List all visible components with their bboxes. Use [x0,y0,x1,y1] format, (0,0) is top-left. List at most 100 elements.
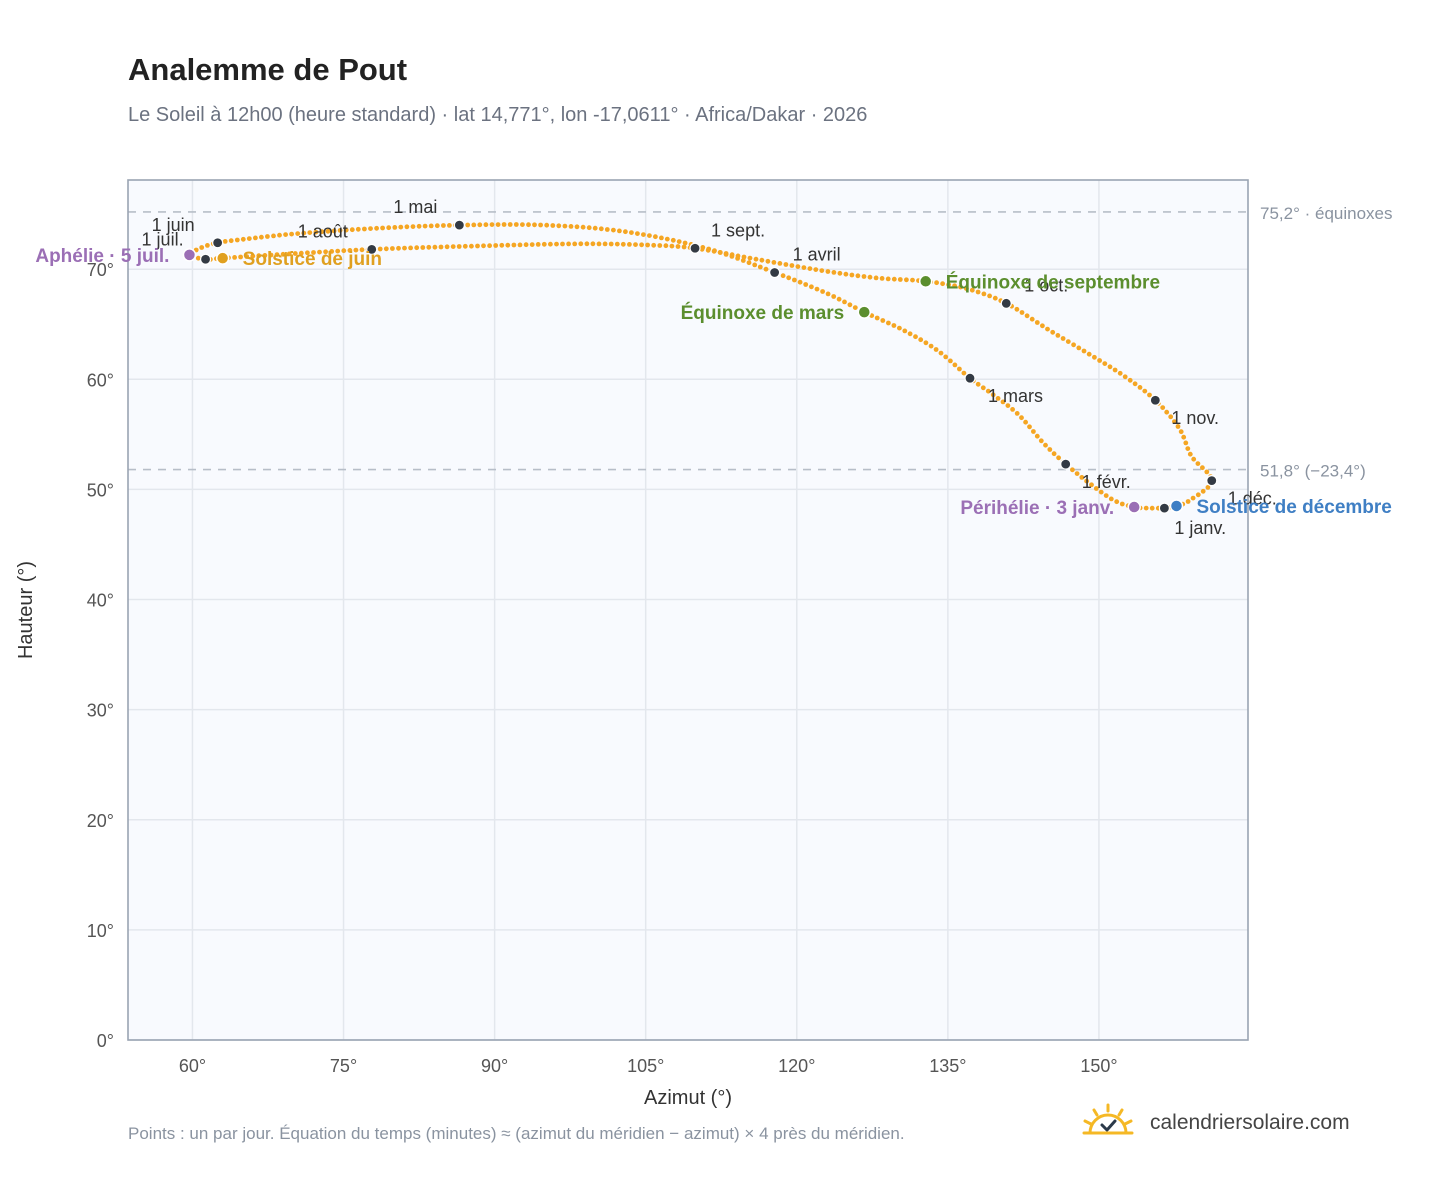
daily-point [1117,370,1123,376]
month-label: 1 sept. [711,220,765,240]
daily-point [874,315,880,321]
daily-point [471,222,477,228]
daily-point [1055,333,1061,338]
event-label: Solstice de décembre [1196,497,1391,518]
daily-point [855,273,861,279]
daily-point [825,269,831,274]
x-tick-label: 105° [627,1056,664,1076]
daily-point [933,347,939,352]
daily-point [723,251,729,256]
daily-point [886,320,891,326]
daily-point [420,245,426,250]
daily-point [847,302,853,308]
daily-point [975,289,981,295]
daily-point [820,289,825,294]
y-tick-label: 10° [87,921,114,941]
footnote: Points : un par jour. Équation du temps … [128,1124,905,1143]
month-label: 1 mai [393,197,437,217]
daily-point [1205,485,1211,490]
sun-check-icon [1082,1103,1134,1135]
daily-point [592,225,598,231]
daily-point [676,239,682,245]
daily-point [1027,424,1032,430]
daily-point [329,249,335,254]
daily-point [653,234,658,240]
daily-point [432,244,438,250]
daily-point [1187,451,1193,457]
daily-point [414,245,420,251]
daily-point [777,261,783,266]
daily-point [699,246,705,252]
daily-point [262,253,268,258]
daily-point [222,239,228,244]
y-tick-label: 50° [87,480,114,500]
daily-point [1200,488,1206,494]
y-tick-label: 70° [87,260,114,280]
daily-point [629,230,634,236]
event-label: Équinoxe de septembre [946,271,1160,293]
daily-point [765,258,771,264]
daily-point [948,358,953,364]
daily-point [572,241,578,247]
daily-point [396,245,401,251]
daily-point [752,262,758,268]
daily-point [228,238,234,244]
daily-point [568,224,574,229]
daily-point [556,223,562,229]
daily-point [1107,364,1113,370]
daily-point [611,227,616,233]
x-tick-label: 150° [1080,1056,1117,1076]
daily-point [477,222,483,228]
daily-point [441,223,446,228]
daily-point [1010,407,1015,412]
daily-point [1097,358,1102,363]
daily-point [682,240,688,246]
brand[interactable]: calendriersolaire.com [1082,1100,1350,1146]
daily-point [813,267,819,272]
x-tick-label: 135° [929,1056,966,1076]
daily-point [980,385,986,391]
daily-point [1076,345,1082,351]
daily-point [795,264,801,269]
daily-point [1019,415,1024,421]
daily-point [957,366,962,372]
daily-point [786,275,792,281]
daily-point [422,223,428,229]
event-marker [857,305,872,319]
daily-point [392,225,398,230]
daily-point [918,337,924,343]
daily-point [789,263,795,268]
month-label: 1 oct. [1024,275,1068,295]
daily-point [286,251,292,257]
daily-point [1149,505,1155,511]
daily-point [469,243,474,249]
daily-point [879,276,885,281]
daily-point [1168,414,1174,420]
daily-point [675,244,681,249]
month-label: 1 déc. [1228,489,1277,509]
daily-point [280,251,286,257]
daily-point [1060,336,1066,341]
daily-point [234,237,240,243]
daily-point [792,277,797,283]
daily-point [274,252,280,257]
daily-point [438,244,444,250]
daily-point [651,242,657,248]
daily-point [501,222,507,227]
daily-point [462,243,468,249]
daily-point [633,242,638,248]
daily-point [617,228,622,234]
daily-point [523,242,529,248]
daily-point [807,266,813,271]
daily-point [386,225,392,231]
daily-point [323,249,328,255]
daily-point [465,222,471,228]
daily-point [1175,424,1181,429]
daily-point [1195,461,1201,466]
daily-point [560,241,565,247]
daily-point [763,266,769,272]
daily-point [1132,381,1138,387]
daily-point [1079,475,1085,480]
daily-point [240,236,246,242]
daily-point [1029,316,1035,322]
